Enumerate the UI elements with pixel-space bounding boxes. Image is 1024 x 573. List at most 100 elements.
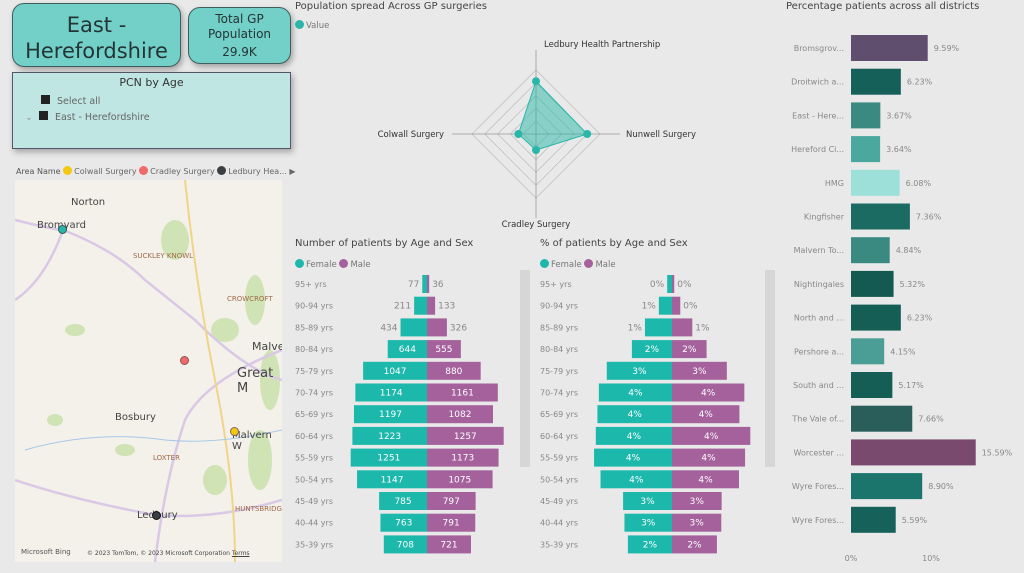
age-label: 75-79 yrs xyxy=(540,367,578,376)
pyramid1-title: Number of patients by Age and Sex xyxy=(295,238,474,249)
checkbox[interactable] xyxy=(41,95,50,104)
male-bar xyxy=(672,470,739,489)
map-marker-cradley[interactable] xyxy=(180,356,189,365)
pyramid1-legend: Female Male xyxy=(295,259,371,270)
female-bar xyxy=(624,513,672,532)
male-bar xyxy=(672,492,722,510)
district-bar xyxy=(851,68,901,95)
map-marker-ledbury[interactable] xyxy=(152,511,161,520)
female-value: 77 xyxy=(408,280,419,290)
male-bar xyxy=(427,340,461,359)
female-bar xyxy=(658,296,672,315)
male-value: 36 xyxy=(432,280,444,290)
age-label: 75-79 yrs xyxy=(295,367,333,376)
female-bar xyxy=(598,383,672,402)
age-label: 40-44 yrs xyxy=(540,519,578,528)
kpi-card: Total GP Population 29.9K xyxy=(188,7,291,64)
district-bar xyxy=(851,102,881,129)
district-label: South and ... xyxy=(793,381,844,390)
legend-next-icon[interactable]: ▶ xyxy=(289,167,296,176)
map-label: Norton xyxy=(71,197,106,208)
female-bar xyxy=(631,340,672,359)
male-bar xyxy=(672,513,722,532)
district-label: Worcester ... xyxy=(794,448,844,457)
male-bar xyxy=(672,296,681,315)
female-value: 785 xyxy=(394,497,411,507)
male-bar xyxy=(672,448,746,467)
male-bar xyxy=(427,470,493,489)
female-bar xyxy=(623,492,672,510)
male-value: 880 xyxy=(445,367,462,377)
male-bar xyxy=(672,318,693,337)
map-marker-colwall[interactable] xyxy=(230,427,239,436)
map-marker-bromyard[interactable] xyxy=(58,225,67,234)
male-value: 0% xyxy=(683,302,698,312)
male-value: 4% xyxy=(701,389,716,399)
female-value: 434 xyxy=(380,323,397,333)
radar-point xyxy=(532,146,540,154)
district-value: 7.66% xyxy=(918,415,944,424)
male-value: 4% xyxy=(699,410,714,420)
age-label: 80-84 yrs xyxy=(540,345,578,354)
male-value: 1161 xyxy=(451,389,474,399)
district-value: 3.64% xyxy=(886,145,912,154)
male-value: 4% xyxy=(704,432,719,442)
pyramid1-chart: 95+ yrs 77 36 90-94 yrs 211 133 85-89 yrs 434 32… xyxy=(295,270,530,554)
page-title: East - Herefordshire xyxy=(25,13,168,63)
female-bar xyxy=(595,426,672,445)
district-label: The Vale of... xyxy=(791,415,844,424)
female-value: 211 xyxy=(394,302,411,312)
female-value: 4% xyxy=(628,389,643,399)
map-label: Bosbury xyxy=(115,412,156,423)
male-value: 1% xyxy=(695,323,710,333)
chevron-down-icon[interactable]: ⌄ xyxy=(25,112,33,123)
checkbox[interactable] xyxy=(38,111,48,120)
slicer-title: PCN by Age xyxy=(119,76,184,89)
district-bar xyxy=(851,270,894,297)
map[interactable]: Norton Bromyard SUCKLEY KNOWL CROWCROFT … xyxy=(15,180,282,562)
female-value: 2% xyxy=(643,540,658,550)
legend-colwall: Colwall Surgery xyxy=(63,166,137,176)
male-value: 3% xyxy=(690,497,705,507)
radar-point xyxy=(532,77,540,86)
male-bar xyxy=(427,426,504,445)
female-bar xyxy=(606,361,672,380)
male-bar xyxy=(427,448,499,467)
age-label: 50-54 yrs xyxy=(295,475,333,484)
district-value: 5.17% xyxy=(898,381,924,390)
female-value: 708 xyxy=(397,540,414,550)
female-value: 1174 xyxy=(380,389,403,399)
district-bar xyxy=(851,338,885,365)
female-bar xyxy=(600,470,672,489)
district-bar xyxy=(851,136,881,163)
district-label: Droitwich a... xyxy=(791,78,844,87)
slicer-item-east[interactable]: ⌄ East - Herefordshire xyxy=(25,111,290,123)
map-label: LOXTER xyxy=(153,454,180,462)
female-bar xyxy=(400,318,427,337)
bing-logo: Microsoft Bing xyxy=(21,548,71,556)
age-label: 95+ yrs xyxy=(295,280,327,289)
district-value: 9.59% xyxy=(934,44,960,53)
district-value: 5.32% xyxy=(900,280,926,289)
pyramid2-title: % of patients by Age and Sex xyxy=(540,238,688,249)
female-bar xyxy=(353,405,427,424)
male-bar xyxy=(672,535,717,554)
legend-cradley: Cradley Surgery xyxy=(139,166,215,176)
age-label: 90-94 yrs xyxy=(540,302,578,311)
map-legend: Area Name Colwall Surgery Cradley Surger… xyxy=(16,166,295,176)
item-label: East - Herefordshire xyxy=(54,112,150,123)
age-label: 55-59 yrs xyxy=(295,454,333,463)
male-value: 326 xyxy=(450,323,467,333)
slicer-item-select-all[interactable]: Select all xyxy=(41,95,290,107)
age-label: 60-64 yrs xyxy=(540,432,578,441)
map-label: Malve xyxy=(252,340,282,353)
age-label: 85-89 yrs xyxy=(295,323,333,332)
radar-legend: Value xyxy=(295,20,329,31)
district-value: 6.23% xyxy=(907,78,933,87)
female-value: 1251 xyxy=(377,454,400,464)
female-value: 1% xyxy=(628,323,643,333)
female-value: 2% xyxy=(645,345,660,355)
legend-ledbury: Ledbury Hea... xyxy=(217,166,287,176)
terms-link[interactable]: Terms xyxy=(231,550,250,557)
district-label: East - Here... xyxy=(792,111,844,120)
